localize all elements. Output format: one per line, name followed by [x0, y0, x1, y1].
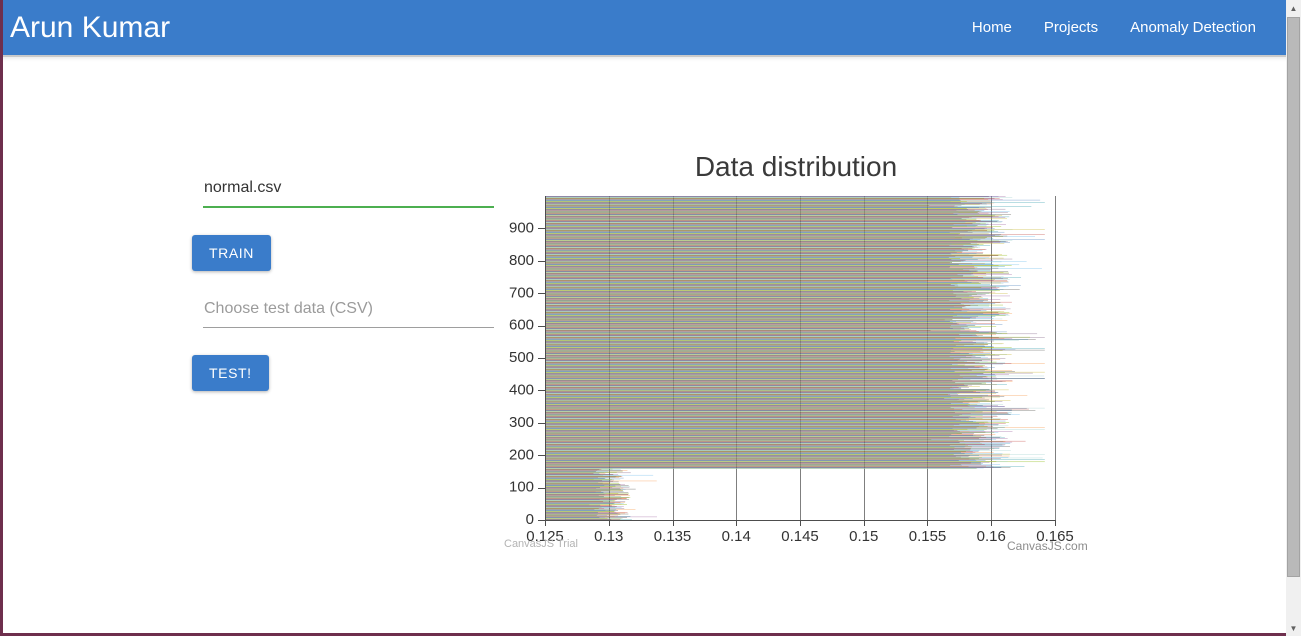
test-data-input[interactable]: [203, 294, 494, 328]
nav-links: Home Projects Anomaly Detection: [972, 19, 1256, 36]
nav-link-home[interactable]: Home: [971, 19, 1012, 36]
nav-link-anomaly-detection[interactable]: Anomaly Detection: [1130, 19, 1256, 36]
navbar: Arun Kumar Home Projects Anomaly Detecti…: [0, 0, 1301, 57]
canvasjs-trial-watermark: CanvasJS Trial: [504, 538, 578, 550]
scroll-down-icon[interactable]: ▼: [1289, 623, 1298, 633]
data-distribution-chart: [498, 188, 1098, 568]
vertical-scrollbar[interactable]: ▲ ▼: [1286, 0, 1301, 636]
train-data-input[interactable]: [203, 174, 494, 208]
window-border-bottom: [0, 633, 1286, 636]
brand-arun-kumar[interactable]: Arun Kumar: [10, 10, 171, 44]
scrollbar-thumb[interactable]: [1287, 17, 1300, 577]
test-button[interactable]: TEST!: [192, 355, 269, 391]
window-border-left: [0, 0, 3, 636]
train-button[interactable]: TRAIN: [192, 235, 271, 271]
nav-link-projects[interactable]: Projects: [1043, 19, 1099, 36]
scroll-up-icon[interactable]: ▲: [1289, 3, 1298, 13]
chart-title: Data distribution: [694, 151, 898, 182]
canvasjs-com-link[interactable]: CanvasJS.com: [1007, 539, 1088, 553]
